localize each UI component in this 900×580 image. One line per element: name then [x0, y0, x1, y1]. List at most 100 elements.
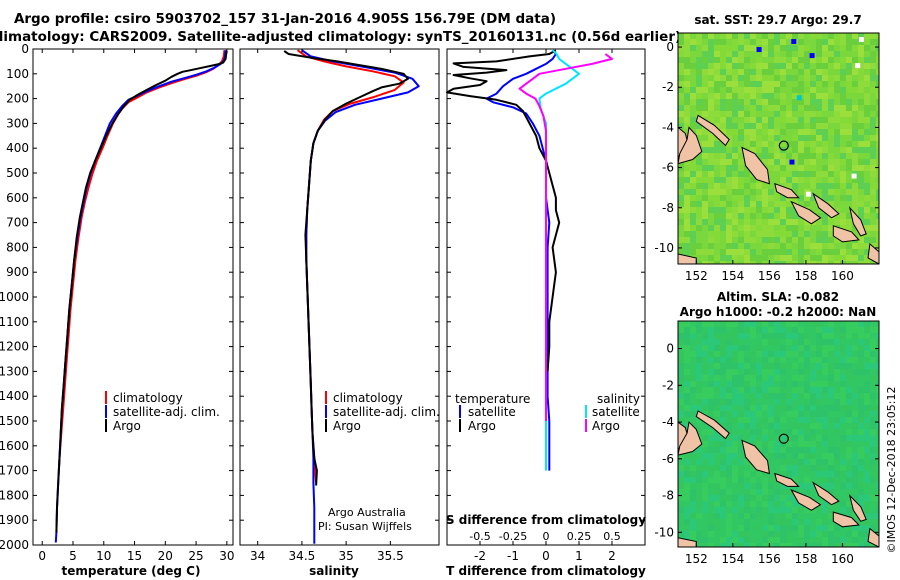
field-cell — [798, 39, 804, 45]
field-cell — [744, 105, 750, 111]
field-cell — [744, 249, 750, 255]
field-cell — [846, 531, 852, 537]
land-polygon — [741, 439, 771, 475]
field-cell — [684, 171, 690, 177]
field-cell — [774, 243, 780, 249]
field-cell — [876, 57, 879, 63]
field-cell — [786, 411, 792, 417]
field-cell — [852, 99, 858, 105]
field-cell — [798, 123, 804, 129]
field-speckle — [809, 53, 815, 59]
field-cell — [690, 477, 696, 483]
field-cell — [738, 261, 744, 264]
field-cell — [798, 45, 804, 51]
field-cell — [846, 207, 852, 213]
field-speckle — [791, 39, 797, 45]
field-cell — [828, 399, 834, 405]
field-cell — [864, 519, 870, 525]
field-cell — [804, 237, 810, 243]
field-cell — [750, 363, 756, 369]
field-cell — [870, 417, 876, 423]
legend-label-climatology: climatology — [113, 391, 183, 405]
field-cell — [792, 177, 798, 183]
field-cell — [804, 33, 810, 39]
field-cell — [798, 243, 804, 249]
field-cell — [822, 339, 828, 345]
legend-label-temperature-satellite: satellite — [468, 405, 516, 419]
field-cell — [750, 531, 756, 537]
field-cell — [840, 351, 846, 357]
field-cell — [876, 435, 879, 441]
field-cell — [852, 531, 858, 537]
field-cell — [804, 57, 810, 63]
field-cell — [702, 507, 708, 513]
field-cell — [696, 183, 702, 189]
field-cell — [810, 483, 816, 489]
field-cell — [720, 171, 726, 177]
field-cell — [804, 519, 810, 525]
field-cell — [714, 219, 720, 225]
field-cell — [708, 51, 714, 57]
field-cell — [786, 327, 792, 333]
depth-tick-label: 700 — [6, 216, 29, 230]
land-polygon — [812, 481, 840, 506]
field-cell — [870, 195, 876, 201]
field-cell — [822, 117, 828, 123]
field-cell — [756, 141, 762, 147]
field-cell — [750, 177, 756, 183]
field-cell — [834, 213, 840, 219]
field-cell — [714, 87, 720, 93]
field-cell — [816, 33, 822, 39]
field-cell — [876, 135, 879, 141]
field-cell — [696, 543, 702, 547]
field-cell — [762, 63, 768, 69]
field-cell — [720, 177, 726, 183]
field-cell — [876, 153, 879, 159]
field-cell — [738, 117, 744, 123]
field-cell — [870, 507, 876, 513]
field-cell — [732, 33, 738, 39]
field-cell — [792, 375, 798, 381]
field-cell — [858, 525, 864, 531]
field-cell — [726, 495, 732, 501]
field-cell — [858, 327, 864, 333]
field-cell — [786, 123, 792, 129]
field-cell — [876, 177, 879, 183]
field-cell — [750, 393, 756, 399]
field-cell — [762, 381, 768, 387]
field-cell — [678, 321, 684, 327]
field-cell — [738, 351, 744, 357]
field-cell — [840, 441, 846, 447]
field-cell — [810, 225, 816, 231]
field-cell — [678, 183, 684, 189]
field-cell — [804, 117, 810, 123]
field-cell — [684, 483, 690, 489]
field-cell — [744, 417, 750, 423]
field-cell — [792, 327, 798, 333]
field-cell — [792, 507, 798, 513]
field-cell — [702, 63, 708, 69]
field-cell — [762, 81, 768, 87]
field-cell — [780, 345, 786, 351]
field-cell — [858, 213, 864, 219]
field-cell — [864, 69, 870, 75]
field-cell — [792, 351, 798, 357]
field-cell — [732, 243, 738, 249]
field-cell — [792, 339, 798, 345]
field-cell — [708, 507, 714, 513]
field-cell — [738, 471, 744, 477]
field-cell — [822, 237, 828, 243]
legend-label-argo: Argo — [333, 419, 361, 433]
x2-tick-label: 0.25 — [567, 530, 592, 543]
difference-axes: -2 -1 0 1 2-0.5 -0.25 0 0.25 0.5 — [447, 48, 645, 563]
field-cell — [816, 129, 822, 135]
field-cell — [774, 171, 780, 177]
depth-tick-label: 1000 — [0, 290, 29, 304]
field-cell — [780, 357, 786, 363]
field-cell — [864, 93, 870, 99]
field-cell — [726, 45, 732, 51]
field-cell — [696, 33, 702, 39]
field-cell — [840, 429, 846, 435]
field-cell — [786, 153, 792, 159]
depth-tick-label: 400 — [6, 141, 29, 155]
